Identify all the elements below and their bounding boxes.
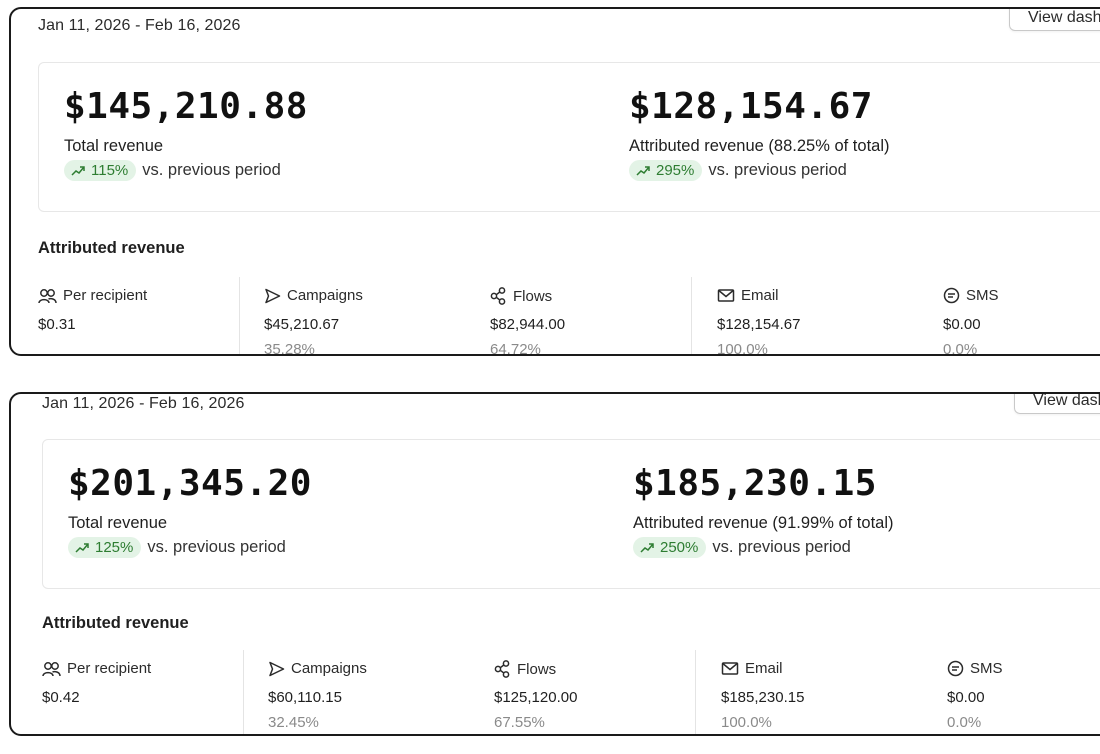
mail-icon bbox=[721, 662, 739, 675]
stat-percent: 100.0% bbox=[721, 714, 772, 731]
attributed-revenue-label: Attributed revenue (91.99% of total) bbox=[633, 514, 894, 532]
stat-header: Email bbox=[717, 287, 779, 304]
stat-label: Email bbox=[745, 660, 783, 677]
stat-label: Campaigns bbox=[291, 660, 367, 677]
attributed-revenue-metric: $128,154.67 Attributed revenue (88.25% o… bbox=[629, 87, 890, 181]
stat-header: Flows bbox=[494, 660, 556, 678]
stat-label: Campaigns bbox=[287, 287, 363, 304]
trending-up-icon bbox=[640, 542, 654, 553]
stat-header: Per recipient bbox=[38, 287, 147, 304]
attributed-revenue-change: 250% vs. previous period bbox=[633, 537, 894, 558]
stat-header: Email bbox=[721, 660, 783, 677]
stat-label: Per recipient bbox=[67, 660, 152, 677]
view-dashboard-button[interactable]: View dash bbox=[1009, 9, 1100, 31]
revenue-summary-panel: $201,345.20 Total revenue 125% vs. previ… bbox=[42, 439, 1100, 589]
change-suffix: vs. previous period bbox=[712, 538, 851, 556]
total-revenue-label: Total revenue bbox=[68, 514, 168, 532]
change-badge: 250% bbox=[633, 537, 707, 558]
change-badge: 115% bbox=[64, 160, 137, 181]
stat-value: $0.31 bbox=[38, 316, 76, 333]
stat-percent: 67.55% bbox=[494, 714, 545, 731]
total-revenue-amount: $145,210.88 bbox=[64, 86, 308, 127]
stat-percent: 100.0% bbox=[717, 341, 768, 356]
flows-icon bbox=[494, 660, 510, 678]
change-suffix: vs. previous period bbox=[708, 161, 847, 179]
revenue-summary-card: Jan 11, 2026 - Feb 16, 2026 View dash $2… bbox=[9, 392, 1100, 736]
stat-header: Campaigns bbox=[268, 660, 367, 677]
stat-header: Flows bbox=[490, 287, 552, 305]
attributed-revenue-amount: $185,230.15 bbox=[633, 463, 877, 504]
total-revenue-metric: $145,210.88 Total revenue 115% vs. previ… bbox=[64, 87, 308, 181]
send-icon bbox=[265, 288, 281, 303]
total-revenue-amount: $201,345.20 bbox=[68, 463, 312, 504]
stat-label: Per recipient bbox=[63, 287, 148, 304]
section-title: Attributed revenue bbox=[38, 239, 185, 257]
stat-divider bbox=[695, 650, 696, 734]
stat-value: $0.42 bbox=[42, 689, 80, 706]
send-icon bbox=[269, 661, 285, 676]
change-value: 295% bbox=[656, 162, 695, 179]
change-suffix: vs. previous period bbox=[142, 161, 281, 179]
attribution-stats: Per recipient $0.31 Campaigns $45,210.67… bbox=[38, 277, 1100, 356]
stat-percent: 0.0% bbox=[943, 341, 978, 356]
stat-header: Campaigns bbox=[264, 287, 363, 304]
stat-percent: 0.0% bbox=[947, 714, 982, 731]
flows-icon bbox=[490, 287, 506, 305]
stat-value: $0.00 bbox=[943, 316, 981, 333]
change-badge: 295% bbox=[629, 160, 703, 181]
stat-value: $60,110.15 bbox=[268, 689, 342, 706]
mail-icon bbox=[717, 289, 735, 302]
attributed-revenue-label: Attributed revenue (88.25% of total) bbox=[629, 137, 890, 155]
total-revenue-change: 115% vs. previous period bbox=[64, 160, 308, 181]
total-revenue-label: Total revenue bbox=[64, 137, 164, 155]
section-title: Attributed revenue bbox=[42, 614, 189, 632]
stat-divider bbox=[239, 277, 240, 354]
change-suffix: vs. previous period bbox=[147, 538, 286, 556]
stat-divider bbox=[691, 277, 692, 354]
attribution-stats: Per recipient $0.42 Campaigns $60,110.15… bbox=[42, 650, 1100, 734]
stat-label: SMS bbox=[970, 660, 1003, 677]
attributed-revenue-change: 295% vs. previous period bbox=[629, 160, 890, 181]
stat-header: Per recipient bbox=[42, 660, 151, 677]
change-value: 115% bbox=[91, 162, 129, 179]
users-icon bbox=[38, 288, 57, 303]
stat-header: SMS bbox=[943, 287, 999, 304]
stat-percent: 32.45% bbox=[268, 714, 319, 731]
attributed-revenue-metric: $185,230.15 Attributed revenue (91.99% o… bbox=[633, 464, 894, 558]
stat-label: Flows bbox=[513, 287, 553, 305]
stat-percent: 35.28% bbox=[264, 341, 315, 356]
stat-value: $82,944.00 bbox=[490, 316, 566, 333]
trending-up-icon bbox=[636, 165, 650, 176]
stat-value: $185,230.15 bbox=[721, 689, 805, 706]
change-value: 125% bbox=[95, 539, 134, 556]
change-value: 250% bbox=[660, 539, 699, 556]
sms-icon bbox=[947, 660, 964, 677]
sms-icon bbox=[943, 287, 960, 304]
date-range: Jan 11, 2026 - Feb 16, 2026 bbox=[38, 17, 241, 34]
total-revenue-change: 125% vs. previous period bbox=[68, 537, 312, 558]
view-dashboard-button[interactable]: View dash bbox=[1014, 394, 1100, 414]
stat-value: $45,210.67 bbox=[264, 316, 340, 333]
users-icon bbox=[42, 661, 61, 676]
stat-value: $0.00 bbox=[947, 689, 985, 706]
stat-value: $125,120.00 bbox=[494, 689, 578, 706]
stat-label: Email bbox=[741, 287, 779, 304]
date-range: Jan 11, 2026 - Feb 16, 2026 bbox=[42, 395, 245, 412]
stat-header: SMS bbox=[947, 660, 1003, 677]
stat-label: SMS bbox=[966, 287, 999, 304]
change-badge: 125% bbox=[68, 537, 142, 558]
stat-label: Flows bbox=[517, 660, 557, 678]
revenue-summary-panel: $145,210.88 Total revenue 115% vs. previ… bbox=[38, 62, 1100, 212]
stat-divider bbox=[243, 650, 244, 734]
revenue-summary-card: Jan 11, 2026 - Feb 16, 2026 View dash $1… bbox=[9, 7, 1100, 356]
total-revenue-metric: $201,345.20 Total revenue 125% vs. previ… bbox=[68, 464, 312, 558]
stat-value: $128,154.67 bbox=[717, 316, 801, 333]
trending-up-icon bbox=[71, 165, 85, 176]
attributed-revenue-amount: $128,154.67 bbox=[629, 86, 873, 127]
trending-up-icon bbox=[75, 542, 89, 553]
stat-percent: 64.72% bbox=[490, 341, 541, 356]
